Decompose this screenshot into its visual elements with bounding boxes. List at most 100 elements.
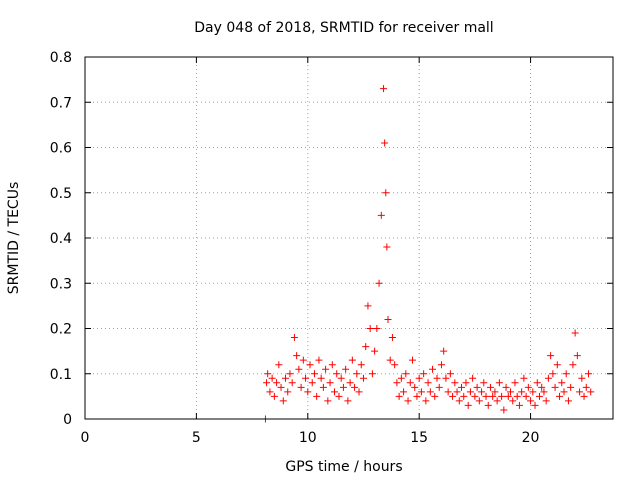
data-point <box>263 379 271 387</box>
data-point <box>364 302 372 310</box>
data-point <box>495 379 503 387</box>
data-point <box>422 397 430 405</box>
data-point <box>408 356 416 364</box>
data-point <box>339 383 347 391</box>
data-point <box>480 379 488 387</box>
data-point <box>527 397 535 405</box>
data-point <box>491 388 499 396</box>
x-tick-label: 0 <box>81 430 90 446</box>
data-point <box>562 370 570 378</box>
data-point <box>375 279 383 287</box>
data-point <box>518 388 526 396</box>
data-point <box>458 383 466 391</box>
data-point <box>493 397 501 405</box>
data-point <box>471 392 479 400</box>
data-point <box>507 388 515 396</box>
data-point <box>473 383 481 391</box>
data-point <box>335 392 343 400</box>
data-point <box>279 397 287 405</box>
data-point <box>295 365 303 373</box>
data-point <box>359 374 367 382</box>
data-point <box>386 356 394 364</box>
y-tick-label: 0.6 <box>50 141 72 157</box>
data-point <box>406 379 414 387</box>
x-axis-label: GPS time / hours <box>285 459 402 475</box>
data-point <box>464 401 472 409</box>
data-point <box>569 361 577 369</box>
data-point <box>266 388 274 396</box>
data-point <box>513 392 521 400</box>
y-tick-label: 0.4 <box>50 231 72 247</box>
data-point <box>306 361 314 369</box>
data-point <box>580 392 588 400</box>
data-point <box>437 361 445 369</box>
data-point <box>453 388 461 396</box>
data-point <box>502 383 510 391</box>
y-tick-label: 0.3 <box>50 276 72 292</box>
data-point <box>270 392 278 400</box>
y-tick-label: 0.7 <box>50 95 72 111</box>
data-point <box>322 365 330 373</box>
data-point <box>413 392 421 400</box>
data-point <box>411 383 419 391</box>
data-point <box>368 370 376 378</box>
y-tick-label: 0 <box>63 412 72 428</box>
data-point <box>584 370 592 378</box>
data-point <box>560 388 568 396</box>
data-point <box>371 347 379 355</box>
data-point <box>400 388 408 396</box>
data-point <box>535 392 543 400</box>
data-point <box>567 383 575 391</box>
data-point <box>328 361 336 369</box>
data-point <box>290 334 298 342</box>
data-point <box>393 379 401 387</box>
data-point <box>380 85 388 93</box>
data-point <box>440 347 448 355</box>
data-point <box>324 397 332 405</box>
data-point <box>484 401 492 409</box>
data-point <box>466 388 474 396</box>
x-tick-label: 15 <box>410 430 428 446</box>
data-point <box>299 356 307 364</box>
data-point <box>293 352 301 360</box>
data-point <box>286 370 294 378</box>
data-point <box>377 211 385 219</box>
data-point <box>551 383 559 391</box>
data-point <box>362 343 370 351</box>
data-point <box>426 388 434 396</box>
data-point <box>284 388 292 396</box>
data-point <box>404 397 412 405</box>
data-point <box>486 383 494 391</box>
data-point <box>478 388 486 396</box>
y-axis-label: SRMTID / TECUs <box>6 182 22 295</box>
data-point <box>556 392 564 400</box>
y-tick-label: 0.1 <box>50 367 72 383</box>
data-point <box>424 379 432 387</box>
data-point <box>326 379 334 387</box>
data-point <box>444 388 452 396</box>
data-point <box>547 352 555 360</box>
data-point <box>373 325 381 332</box>
data-point <box>573 352 581 360</box>
data-point <box>264 370 272 378</box>
data-point <box>435 383 443 391</box>
data-point <box>383 243 391 251</box>
data-point <box>395 392 403 400</box>
data-point <box>382 189 390 197</box>
data-point <box>351 383 359 391</box>
y-tick-labels: 0 0.1 0.2 0.3 0.4 0.5 0.6 0.7 0.8 <box>50 50 72 428</box>
data-point <box>558 379 566 387</box>
data-point <box>319 383 327 391</box>
data-point <box>549 370 557 378</box>
data-point <box>511 379 519 387</box>
data-point <box>402 370 410 378</box>
data-point <box>391 361 399 369</box>
data-point <box>498 392 506 400</box>
data-point <box>315 356 323 364</box>
data-point <box>587 388 595 396</box>
data-point <box>348 356 356 364</box>
x-tick-label: 10 <box>299 430 317 446</box>
x-tick-label: 5 <box>192 430 201 446</box>
